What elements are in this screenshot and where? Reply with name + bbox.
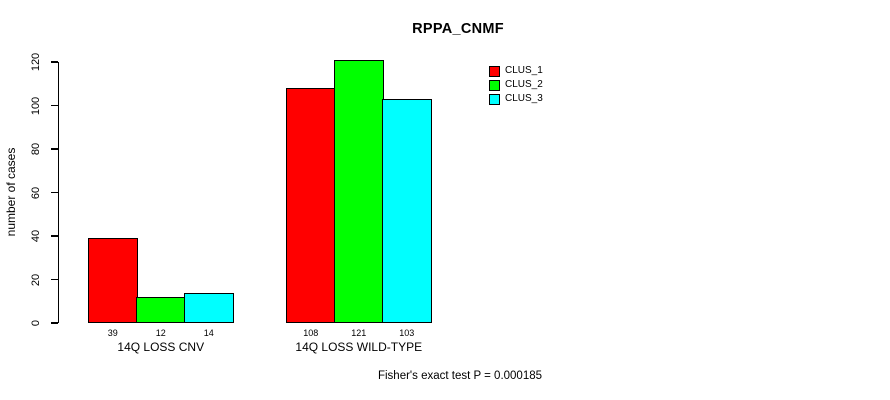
legend-swatch-clus_1 xyxy=(489,65,500,77)
chart-title: RPPA_CNMF xyxy=(412,21,504,37)
y-axis-tick-label: 100 xyxy=(30,96,42,115)
y-axis-tick-label: 60 xyxy=(30,186,42,199)
legend-label: CLUS_3 xyxy=(505,93,543,104)
bar-clus_3-group1 xyxy=(184,292,234,323)
y-axis-label: number of cases xyxy=(4,147,18,237)
bar-clus_1-group2 xyxy=(286,88,336,323)
y-axis-tick-label: 0 xyxy=(30,319,42,327)
bar-value-label: 121 xyxy=(351,328,367,338)
bar-clus_2-group2 xyxy=(334,59,384,323)
legend-label: CLUS_1 xyxy=(505,65,543,76)
legend-label: CLUS_2 xyxy=(505,79,543,90)
bar-value-label: 14 xyxy=(203,328,214,338)
legend-swatch-clus_2 xyxy=(489,79,500,91)
bar-value-label: 39 xyxy=(107,328,118,338)
y-axis-tick xyxy=(50,235,58,237)
y-axis-tick-label: 20 xyxy=(30,273,42,286)
y-axis-tick xyxy=(50,322,58,324)
bar-clus_2-group1 xyxy=(136,296,186,323)
p-value-annotation: Fisher's exact test P = 0.000185 xyxy=(377,370,543,382)
bar-clus_1-group1 xyxy=(88,238,138,323)
y-axis-tick-label: 40 xyxy=(30,229,42,243)
y-axis-tick xyxy=(50,104,58,107)
y-axis-line xyxy=(57,62,59,323)
bar-value-label: 103 xyxy=(399,328,415,338)
category-label: 14Q LOSS CNV xyxy=(117,340,205,354)
category-label: 14Q LOSS WILD-TYPE xyxy=(295,340,423,354)
y-axis-tick-label: 120 xyxy=(30,52,42,72)
y-axis-tick xyxy=(50,61,58,63)
bar-clus_3-group2 xyxy=(382,98,432,323)
bar-value-label: 12 xyxy=(155,328,166,338)
legend-swatch-clus_3 xyxy=(489,93,500,105)
y-axis-tick xyxy=(50,191,58,194)
y-axis-tick xyxy=(50,148,58,150)
bar-value-label: 108 xyxy=(303,328,319,338)
y-axis-tick-label: 80 xyxy=(30,142,42,156)
y-axis-tick xyxy=(50,278,58,281)
